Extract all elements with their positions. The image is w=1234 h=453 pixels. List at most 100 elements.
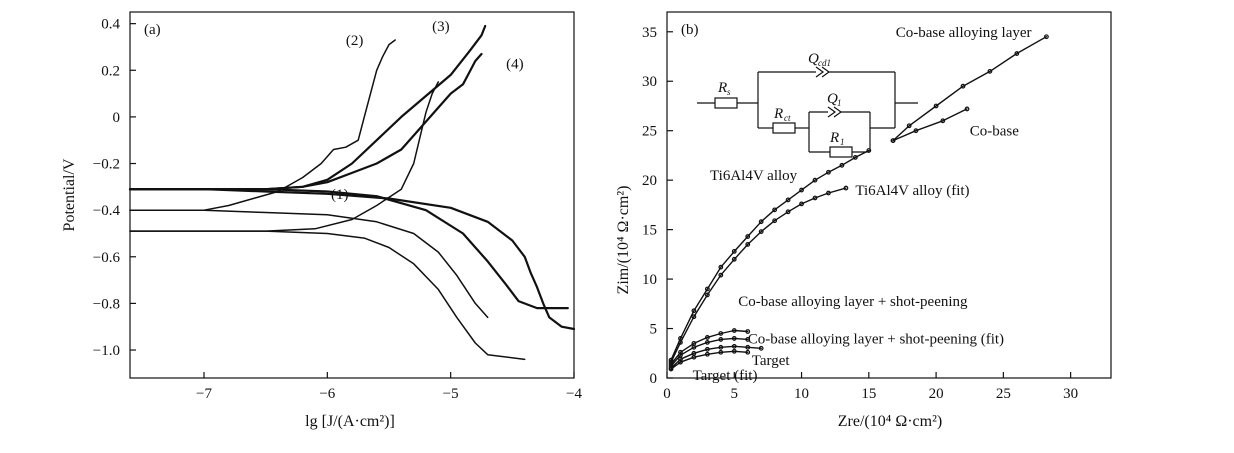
- panel-a-x-axis-label: lg [J/(A·cm²)]: [305, 413, 395, 430]
- panel-b-tag: (b): [681, 22, 699, 38]
- data-point-ti6al4v-alloy: [731, 248, 737, 254]
- circuit-cpe-qcd1: [815, 66, 831, 78]
- data-point-target: [704, 346, 710, 352]
- data-point-co-base-alloying-layer-shot-peening-fit: [745, 337, 751, 342]
- data-point-co-base-alloying-layer: [933, 103, 939, 109]
- circuit-label-sub-ct: ct: [784, 113, 791, 123]
- series-line-co-base: [892, 108, 968, 142]
- data-point-ti6al4v-alloy: [704, 286, 710, 292]
- data-point-target-fit: [731, 348, 737, 354]
- data-point-target: [758, 345, 764, 351]
- circuit-label-q: Q: [808, 51, 819, 67]
- panel-b-series-labels: Co-base alloying layer Co-base Ti6Al4V all…: [693, 25, 1032, 384]
- data-point-co-base: [913, 128, 919, 134]
- panel-a-tag: (a): [144, 22, 161, 38]
- y-tick-label: 30: [642, 74, 657, 90]
- series-label-target-fit: Target (fit): [693, 368, 758, 384]
- circuit-label-sub-s: s: [727, 87, 731, 97]
- curve-label-1: (1): [331, 187, 349, 203]
- circuit-label-r: R: [717, 80, 727, 96]
- x-tick-label: 30: [1063, 386, 1078, 402]
- data-point-co-base-alloying-layer-shot-peening-fit: [704, 339, 710, 345]
- x-tick-label: −7: [196, 386, 212, 402]
- x-tick-label: −5: [443, 386, 459, 402]
- data-point-ti6al4v-alloy: [772, 207, 778, 213]
- curve-2-cathodic: [129, 209, 489, 319]
- data-point-target: [678, 356, 683, 362]
- data-point-co-base-alloying-layer: [1014, 51, 1020, 56]
- data-point-target: [718, 344, 724, 350]
- data-point-target: [731, 343, 737, 349]
- y-tick-label: 10: [642, 272, 657, 288]
- data-point-target-fit: [704, 351, 710, 357]
- y-tick-label: 15: [642, 223, 657, 239]
- data-point-ti6al4v-alloy-fit: [799, 201, 804, 207]
- series-label-co-base: Co-base: [970, 124, 1019, 140]
- x-tick-label: 25: [996, 386, 1011, 402]
- panel-a-plot-frame: [129, 11, 575, 379]
- data-point-co-base-alloying-layer: [960, 83, 966, 89]
- data-point-co-base-alloying-layer-shot-peening: [718, 331, 724, 336]
- curve-3-anodic: [128, 24, 487, 191]
- x-tick-label: −4: [566, 386, 582, 402]
- y-tick-label: 5: [650, 322, 658, 338]
- series-line-co-base-alloying-layer: [892, 36, 1048, 142]
- data-point-co-base-alloying-layer: [987, 68, 993, 74]
- curve-label-4: (4): [506, 56, 523, 72]
- circuit-resistor-r1: [829, 146, 853, 158]
- data-point-co-base-alloying-layer: [906, 123, 912, 129]
- data-point-co-base-alloying-layer: [1044, 34, 1049, 40]
- y-tick-label: −0.4: [93, 203, 121, 219]
- circuit-labels: R s Q cd1 R ct Q 1 R 1: [717, 51, 845, 147]
- series-line-target-fit: [670, 350, 749, 370]
- data-point-ti6al4v-alloy: [758, 219, 764, 225]
- data-point-co-base-alloying-layer-shot-peening-fit: [731, 336, 737, 341]
- y-tick-label: −0.8: [93, 296, 120, 312]
- x-tick-label: −6: [319, 386, 335, 402]
- data-point-ti6al4v-alloy: [812, 177, 818, 183]
- series-label-co-base-alloying-layer: Co-base alloying layer: [896, 25, 1032, 41]
- y-tick-label: 0.4: [101, 17, 120, 33]
- data-point-ti6al4v-alloy-fit: [718, 272, 724, 278]
- data-point-target-fit: [678, 359, 683, 365]
- circuit-cpe-q1: [827, 106, 843, 118]
- data-point-ti6al4v-alloy: [691, 308, 697, 314]
- y-tick-label: −0.6: [93, 250, 121, 266]
- y-tick-label: 0: [113, 110, 121, 126]
- curve-1-anodic: [129, 81, 440, 232]
- data-point-ti6al4v-alloy-fit: [758, 229, 764, 235]
- circuit-label-q: Q: [827, 91, 838, 107]
- x-tick-label: 5: [731, 386, 739, 402]
- x-tick-label: 15: [861, 386, 876, 402]
- curve-1-cathodic: [129, 230, 526, 361]
- series-label-co-base-alloying-layer-shot-peening: Co-base alloying layer + shot-peening: [738, 294, 968, 310]
- curve-2-anodic: [129, 39, 396, 211]
- data-point-target-fit: [668, 366, 674, 372]
- y-tick-label: 0.2: [101, 63, 120, 79]
- data-point-ti6al4v-alloy: [745, 234, 751, 239]
- series-label-ti6al4v-alloy-fit: Ti6Al4V alloy (fit): [855, 183, 969, 199]
- data-point-ti6al4v-alloy-fit: [785, 209, 791, 215]
- circuit-label-r: R: [773, 106, 783, 122]
- curve-4-cathodic: [128, 188, 576, 331]
- data-point-ti6al4v-alloy-fit: [691, 314, 697, 320]
- data-point-co-base-alloying-layer-shot-peening: [731, 328, 737, 333]
- data-point-target: [745, 344, 751, 350]
- y-tick-label: 35: [642, 25, 657, 41]
- circuit-resistor-rct: [772, 122, 796, 134]
- equivalent-circuit-inset: [697, 66, 918, 158]
- series-label-co-base-alloying-layer-shot-peening-fit: Co-base alloying layer + shot-peening (f…: [748, 331, 1004, 347]
- data-point-ti6al4v-alloy: [718, 264, 724, 270]
- data-point-co-base-alloying-layer-shot-peening: [745, 329, 751, 334]
- curve-label-2: (2): [346, 33, 364, 49]
- panel-b-x-ticks: 0 5 10 15 20 25 30: [663, 372, 1078, 402]
- data-point-ti6al4v-alloy: [785, 197, 791, 203]
- circuit-label-r: R: [829, 130, 839, 146]
- panel-a-curve-labels: (1) (2) (3) (4): [331, 19, 524, 203]
- panel-b-x-axis-label: Zre/(10⁴ Ω·cm²): [838, 413, 942, 430]
- data-point-ti6al4v-alloy-fit: [704, 292, 710, 298]
- data-point-ti6al4v-alloy-fit: [826, 190, 831, 196]
- data-point-co-base: [940, 118, 946, 124]
- y-tick-label: −1.0: [93, 343, 120, 359]
